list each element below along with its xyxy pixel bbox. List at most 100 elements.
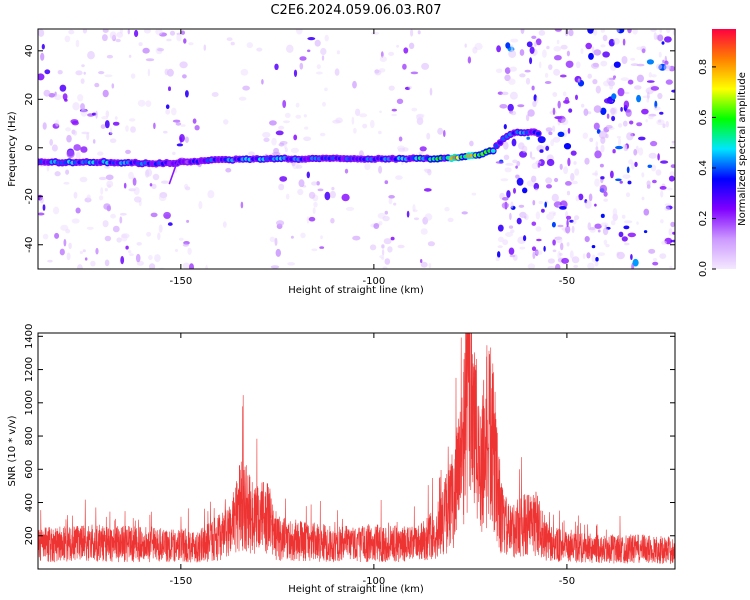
heatmap-cell <box>510 201 514 209</box>
heatmap-cell <box>672 29 675 36</box>
heatmap-cell <box>535 211 541 220</box>
heatmap-cell <box>172 119 181 123</box>
heatmap-cell <box>137 99 146 107</box>
heatmap-cell <box>656 63 663 70</box>
heatmap-cell <box>600 222 609 227</box>
heatmap-cell <box>391 108 397 112</box>
heatmap-cell <box>411 107 418 112</box>
heatmap-cell <box>536 238 542 242</box>
heatmap-panel: -150 -100 -50 -40 -20 0 20 40 Height of straigh… <box>7 28 676 296</box>
heatmap-cell <box>661 240 667 245</box>
heatmap-cell <box>544 81 552 84</box>
heatmap-cell <box>537 162 541 168</box>
colorbar-tick-label: 0.4 <box>698 160 709 176</box>
heatmap-cell <box>290 147 299 154</box>
heatmap-cell <box>519 73 526 78</box>
heatmap-cell <box>559 163 563 170</box>
heatmap-cell <box>531 175 537 183</box>
heatmap-cell <box>563 143 572 150</box>
heatmap-cell <box>510 110 517 116</box>
heatmap-cell <box>510 229 515 234</box>
heatmap-cell <box>297 188 304 196</box>
heatmap-cell <box>420 228 428 235</box>
heatmap-cell <box>636 94 642 103</box>
heatmap-cell <box>495 161 504 164</box>
figure-title: C2E6.2024.059.06.03.R07 <box>270 3 441 18</box>
heatmap-cell <box>557 100 561 109</box>
heatmap-cell <box>353 127 357 134</box>
heatmap-cell <box>248 151 255 156</box>
heatmap-cell <box>161 180 169 184</box>
heatmap-cell <box>534 250 543 256</box>
snr-y-tick-label: 600 <box>24 460 35 479</box>
heatmap-cell <box>125 245 129 250</box>
heatmap-cell <box>419 146 427 152</box>
heatmap-cell <box>109 31 117 40</box>
heatmap-cell <box>571 225 575 234</box>
heatmap-cell <box>652 261 659 266</box>
heatmap-cell <box>147 68 151 77</box>
heatmap-cell <box>351 116 355 125</box>
heatmap-cell <box>605 244 610 248</box>
heatmap-cell <box>157 232 161 241</box>
heatmap-cell <box>551 221 556 228</box>
heatmap-cell <box>646 59 655 65</box>
heatmap-cell <box>651 74 657 78</box>
heatmap-cell <box>618 137 621 147</box>
heatmap-cell <box>534 41 537 47</box>
heatmap-cell <box>246 42 253 49</box>
heatmap-cell <box>574 168 580 176</box>
heatmap-cell <box>443 130 446 137</box>
heatmap-cell <box>610 220 616 226</box>
heatmap-cell <box>143 29 151 34</box>
heatmap-cell <box>278 125 285 130</box>
heatmap-cell <box>129 118 136 122</box>
heatmap-cell <box>421 62 430 70</box>
heatmap-cell <box>66 134 72 143</box>
snr-y-tick-label: 1400 <box>24 324 35 349</box>
heatmap-cell <box>369 244 377 251</box>
heatmap-ridge-core <box>497 140 503 145</box>
heatmap-cell <box>230 41 235 46</box>
heatmap-cell <box>581 103 585 108</box>
heatmap-cell <box>646 180 651 187</box>
heatmap-cell <box>287 262 295 266</box>
heatmap-cell <box>662 123 666 129</box>
heatmap-cell <box>390 236 395 241</box>
heatmap-cell <box>80 108 88 117</box>
snr-y-tick-label: 1200 <box>24 357 35 382</box>
heatmap-cell <box>53 206 60 215</box>
heatmap-cell <box>504 167 512 173</box>
heatmap-cell <box>670 221 675 228</box>
heatmap-cell <box>497 236 504 243</box>
heatmap-cell <box>544 72 549 78</box>
heatmap-ridge-core <box>535 131 541 136</box>
heatmap-cell <box>571 180 578 185</box>
heatmap-cell <box>86 132 90 141</box>
heatmap-cell <box>587 29 594 34</box>
heatmap-cell <box>595 146 599 151</box>
heatmap-cell <box>648 152 657 159</box>
heatmap-cell <box>669 265 673 269</box>
heatmap-cell <box>51 144 58 152</box>
heatmap-cell <box>562 91 567 97</box>
heatmap-cell <box>182 74 187 79</box>
heatmap-cell <box>176 143 184 147</box>
heatmap-cell <box>659 29 663 33</box>
heatmap-cell <box>541 208 545 213</box>
heatmap-cell <box>283 120 290 124</box>
heatmap-cell <box>125 125 129 132</box>
snr-background <box>38 333 675 569</box>
heatmap-cell <box>589 137 594 142</box>
heatmap-cell <box>125 149 131 154</box>
heatmap-cell <box>223 119 229 125</box>
heatmap-cell <box>43 89 51 97</box>
heatmap-cell <box>152 173 160 181</box>
heatmap-cell <box>519 246 526 250</box>
heatmap-cell <box>312 207 316 215</box>
heatmap-cell <box>527 109 535 117</box>
heatmap-cell <box>467 56 472 64</box>
heatmap-cell <box>104 165 111 169</box>
heatmap-cell <box>335 117 343 124</box>
